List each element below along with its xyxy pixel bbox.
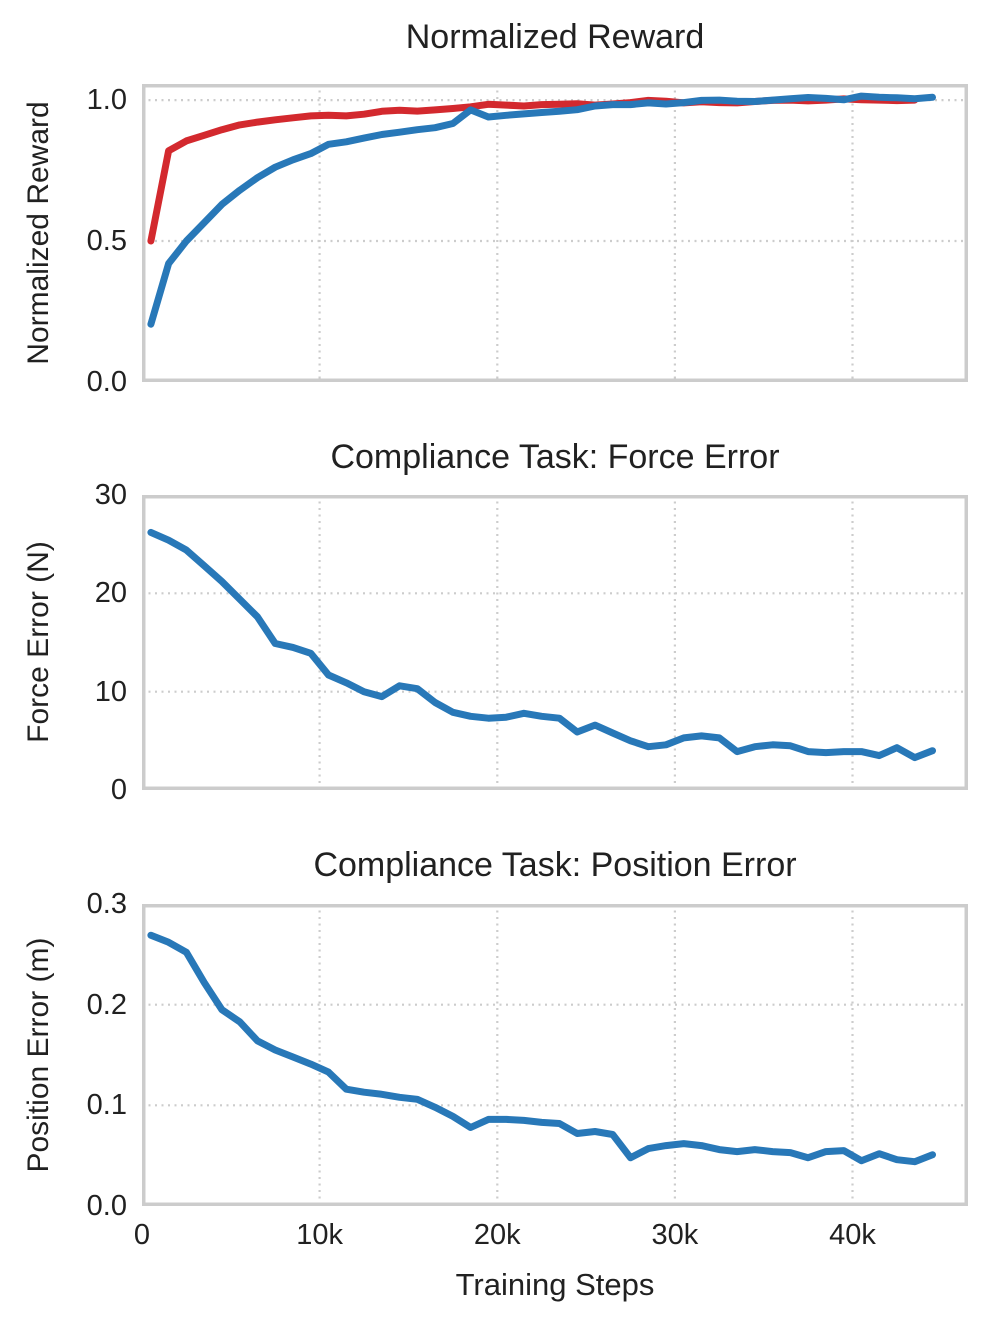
chart-title-position-error: Compliance Task: Position Error: [313, 846, 797, 884]
chart-svg: [142, 902, 968, 1206]
y-tick-label: 10: [94, 675, 127, 708]
plot-area-normalized-reward: [142, 84, 968, 382]
chart-svg: [142, 493, 968, 790]
y-tick-label: 0.3: [86, 888, 127, 920]
plot-border: [142, 84, 968, 382]
blue-line-series: [147, 931, 936, 1166]
chart-title-normalized-reward: Normalized Reward: [405, 18, 705, 56]
y-tick-label: 1.0: [86, 84, 127, 117]
y-tick-label: 20: [94, 577, 127, 610]
y-tick-label: 0.2: [86, 988, 127, 1021]
y-axis-label-normalized-reward: Normalized Reward: [22, 101, 55, 365]
plot-border: [142, 495, 968, 790]
y-tick-label: 0.0: [86, 366, 127, 398]
y-tick-label: 0: [110, 774, 127, 806]
chart-svg: [142, 84, 968, 382]
y-axis-label-force-error: Force Error (N): [22, 541, 55, 743]
plot-area-force-error: [142, 493, 968, 790]
x-tick-label: 0: [133, 1219, 151, 1251]
x-tick-label: 10k: [296, 1219, 344, 1251]
y-tick-label: 0.1: [86, 1089, 127, 1122]
x-axis-label: Training Steps: [455, 1267, 655, 1302]
x-tick-label: 20k: [473, 1219, 521, 1251]
y-tick-label: 0.0: [86, 1190, 127, 1222]
plot-area-position-error: [142, 902, 968, 1206]
y-tick-label: 0.5: [86, 225, 127, 258]
x-tick-label: 30k: [651, 1219, 699, 1251]
chart-title-force-error: Compliance Task: Force Error: [330, 438, 780, 476]
blue-line-series: [147, 92, 936, 328]
plot-border: [142, 904, 968, 1206]
blue-line-series: [147, 528, 936, 762]
y-tick-label: 30: [94, 479, 127, 511]
x-tick-label: 40k: [829, 1219, 876, 1251]
y-axis-label-position-error: Position Error (m): [22, 937, 55, 1173]
